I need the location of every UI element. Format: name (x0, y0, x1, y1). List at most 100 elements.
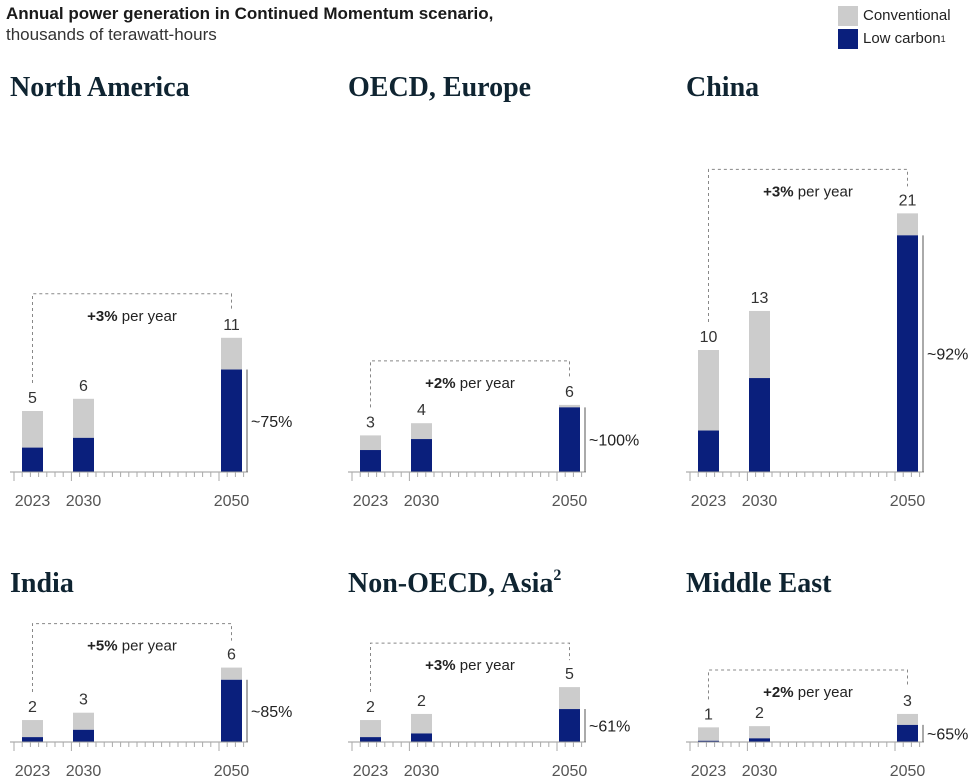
total-label-2030: 2 (417, 693, 426, 710)
panel-title: North America (10, 72, 190, 103)
growth-bracket (370, 360, 570, 408)
share-label: ~85% (251, 704, 292, 721)
year-label-2050: 2050 (214, 763, 250, 780)
bar-low-carbon-2050 (897, 235, 918, 472)
total-label-2030: 2 (755, 705, 764, 722)
legend-label-conventional: Conventional (863, 7, 951, 24)
panel-title: Middle East (686, 568, 832, 599)
bar-low-carbon-2030 (411, 439, 432, 472)
total-label-2050: 11 (223, 317, 240, 334)
bar-conventional-2023 (22, 720, 43, 738)
bar-conventional-2050 (221, 337, 242, 370)
bar-conventional-2023 (360, 720, 381, 738)
bar-low-carbon-2050 (221, 679, 242, 742)
panel-3: China 10 2023 13 2030 21 2050 +3% per year ~92% (686, 72, 968, 510)
total-label-2050: 6 (565, 384, 574, 401)
growth-label: +3% per year (763, 183, 853, 200)
total-label-2030: 3 (79, 692, 88, 709)
year-label-2030: 2030 (66, 763, 102, 780)
total-label-2050: 21 (899, 192, 917, 209)
legend-item-conventional: Conventional (838, 4, 951, 27)
year-label-2023: 2023 (353, 763, 389, 780)
year-label-2050: 2050 (890, 763, 926, 780)
growth-rate: +2% (425, 375, 455, 392)
chart-title: Annual power generation in Continued Mom… (6, 4, 494, 23)
bar-conventional-2050 (897, 713, 918, 725)
growth-rate: +5% (87, 638, 117, 655)
legend-item-low-carbon: Low carbon 1 (838, 27, 951, 50)
growth-label: +2% per year (763, 684, 853, 701)
bar-low-carbon-2030 (749, 378, 770, 472)
total-label-2030: 6 (79, 378, 88, 395)
legend-label-low-carbon: Low carbon (863, 30, 941, 47)
total-label-2023: 1 (704, 706, 713, 723)
growth-label: +2% per year (425, 375, 515, 392)
growth-bracket (32, 623, 232, 693)
bar-low-carbon-2050 (897, 724, 918, 742)
growth-label: +3% per year (425, 657, 515, 674)
share-label: ~92% (927, 347, 968, 364)
year-label-2023: 2023 (15, 763, 51, 780)
bar-low-carbon-2030 (411, 733, 432, 742)
bar-low-carbon-2023 (698, 430, 719, 472)
bar-low-carbon-2023 (360, 450, 381, 472)
bar-low-carbon-2050 (221, 369, 242, 472)
share-label: ~100% (589, 433, 639, 450)
bar-low-carbon-2023 (360, 737, 381, 742)
growth-unit: per year (118, 308, 177, 325)
bar-conventional-2030 (73, 712, 94, 730)
year-label-2030: 2030 (742, 493, 778, 510)
panel-4: India 2 2023 3 2030 6 2050 +5% per year ~85% (10, 568, 292, 780)
year-label-2050: 2050 (214, 493, 250, 510)
legend-swatch-conventional (838, 5, 858, 26)
share-label: ~61% (589, 719, 630, 736)
panel-title: Non-OECD, Asia2 (348, 567, 561, 599)
bar-conventional-2050 (559, 687, 580, 710)
growth-bracket (370, 642, 570, 693)
bar-low-carbon-2050 (559, 407, 580, 472)
panel-2: OECD, Europe 3 2023 4 2030 6 2050 +2% per year ~… (348, 72, 639, 510)
growth-bracket (708, 669, 908, 700)
panel-title: OECD, Europe (348, 72, 531, 103)
bar-conventional-2030 (411, 713, 432, 734)
total-label-2050: 5 (565, 666, 574, 683)
total-label-2030: 4 (417, 402, 426, 419)
panel-1: North America 5 2023 6 2030 11 2050 +3% per yea… (10, 72, 292, 510)
bar-conventional-2030 (411, 423, 432, 440)
growth-bracket (32, 293, 232, 383)
total-label-2050: 3 (903, 693, 912, 710)
bar-conventional-2030 (749, 310, 770, 379)
growth-unit: per year (118, 638, 177, 655)
bar-low-carbon-2023 (22, 737, 43, 742)
year-label-2023: 2023 (691, 493, 727, 510)
year-label-2023: 2023 (691, 763, 727, 780)
growth-bracket (708, 168, 908, 322)
bar-low-carbon-2030 (73, 437, 94, 472)
total-label-2023: 10 (700, 329, 718, 346)
panel-title-footnote: 2 (553, 567, 561, 584)
year-label-2050: 2050 (552, 763, 588, 780)
year-label-2023: 2023 (353, 493, 389, 510)
total-label-2023: 5 (28, 390, 37, 407)
share-label: ~75% (251, 414, 292, 431)
share-label: ~65% (927, 726, 968, 743)
bar-conventional-2050 (559, 404, 580, 408)
bar-conventional-2023 (698, 727, 719, 741)
growth-unit: per year (794, 183, 853, 200)
bar-low-carbon-2030 (749, 738, 770, 742)
growth-rate: +2% (763, 684, 793, 701)
growth-rate: +3% (87, 308, 117, 325)
bar-low-carbon-2050 (559, 709, 580, 742)
growth-rate: +3% (425, 657, 455, 674)
bar-conventional-2050 (221, 667, 242, 680)
growth-rate: +3% (763, 183, 793, 200)
year-label-2030: 2030 (404, 493, 440, 510)
panel-title: China (686, 72, 759, 103)
legend-swatch-low-carbon (838, 28, 858, 49)
bar-conventional-2023 (22, 411, 43, 448)
year-label-2050: 2050 (552, 493, 588, 510)
growth-label: +3% per year (87, 308, 177, 325)
year-label-2030: 2030 (742, 763, 778, 780)
